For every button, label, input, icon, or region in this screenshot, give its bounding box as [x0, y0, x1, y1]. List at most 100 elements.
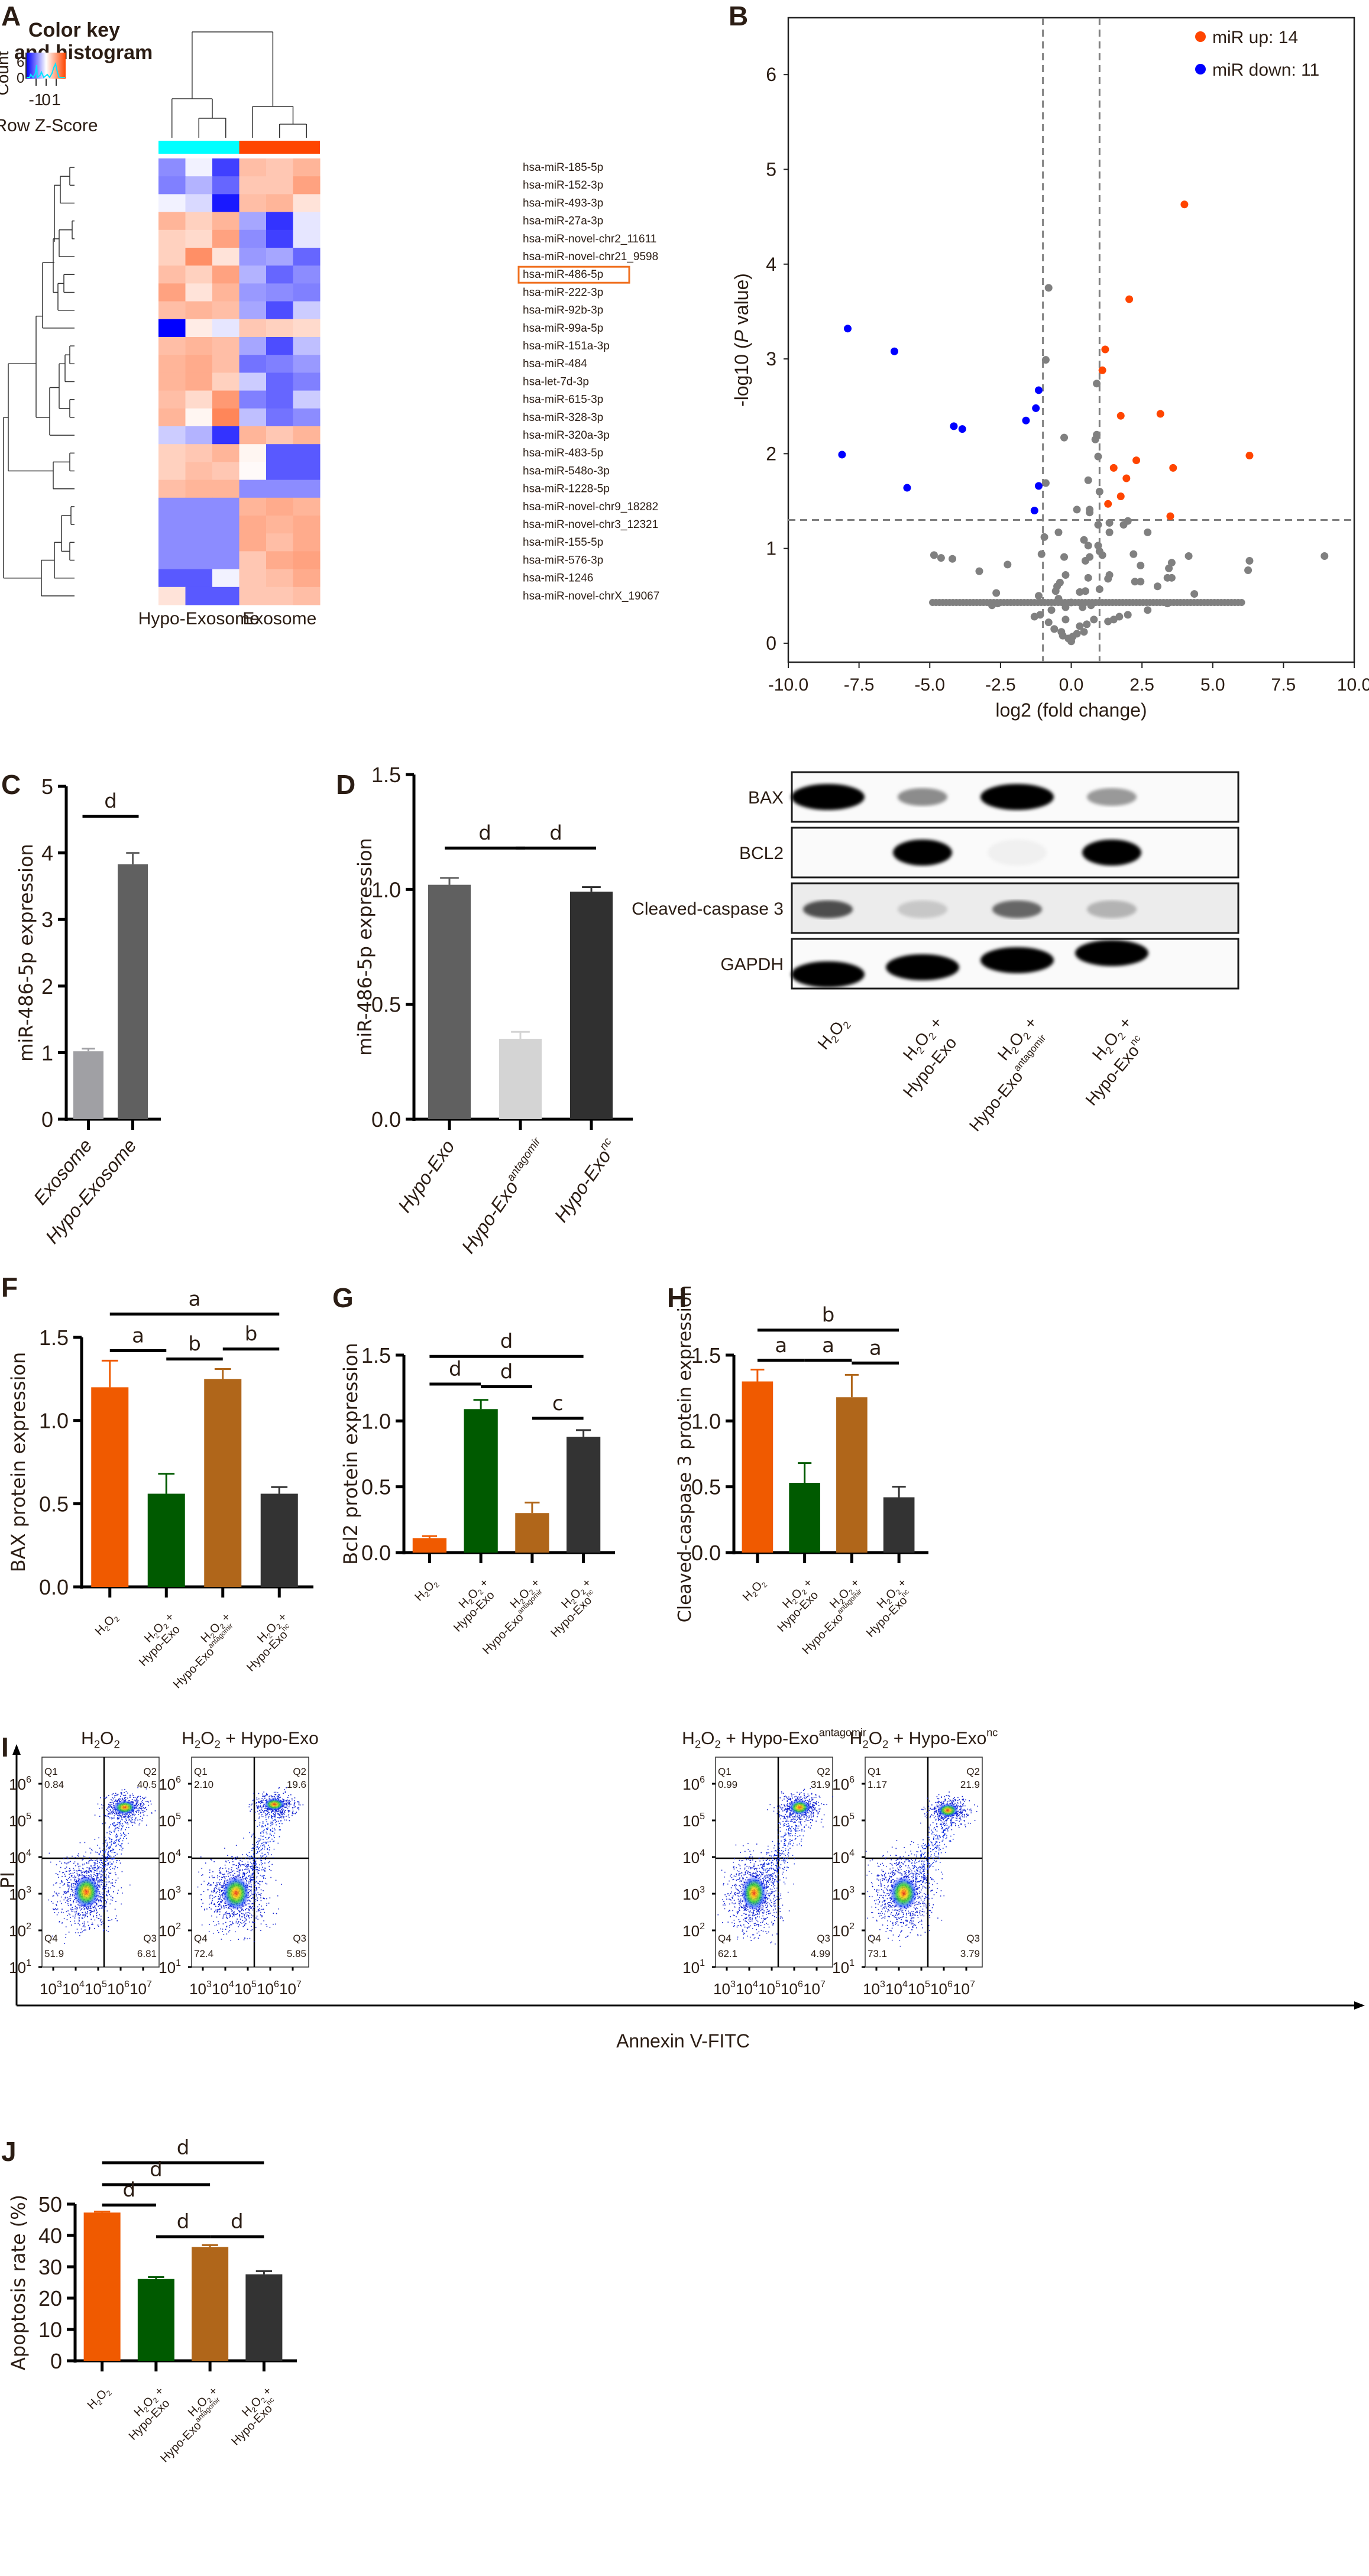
- flow-event: [232, 1861, 234, 1862]
- flow-event: [741, 1860, 742, 1862]
- flow-density-core: [222, 1876, 250, 1910]
- flow-event: [744, 1867, 746, 1869]
- flow-event: [263, 1869, 264, 1871]
- flow-event: [748, 1910, 750, 1912]
- flow-event: [79, 1869, 80, 1871]
- flow-event: [140, 1816, 141, 1817]
- flow-event: [99, 1900, 101, 1901]
- flow-event: [247, 1938, 248, 1940]
- data-point-up: [1116, 411, 1125, 420]
- flow-event: [268, 1812, 270, 1813]
- flow-event: [292, 1812, 293, 1813]
- flow-event: [79, 1924, 80, 1926]
- flow-event: [765, 1918, 767, 1919]
- flow-event: [253, 1859, 254, 1861]
- flow-event: [741, 1872, 743, 1873]
- flow-event: [85, 1869, 87, 1871]
- flow-event: [121, 1800, 122, 1801]
- data-point-ns: [1061, 615, 1070, 624]
- flow-event: [61, 1880, 63, 1881]
- heatmap-cell: [293, 212, 321, 231]
- flow-event: [70, 1917, 72, 1919]
- flow-event: [108, 1881, 109, 1883]
- flow-event: [253, 1897, 254, 1899]
- flow-event: [255, 1881, 257, 1882]
- flow-event: [270, 1877, 271, 1878]
- flow-event: [772, 1923, 774, 1924]
- flow-event: [124, 1833, 125, 1835]
- heatmap-cell: [185, 533, 213, 552]
- quadrant-value: 19.6: [287, 1779, 306, 1790]
- flow-event: [732, 1902, 733, 1904]
- flow-event: [65, 1937, 66, 1938]
- flow-event: [748, 1926, 750, 1927]
- flow-event: [221, 1901, 222, 1903]
- flow-event: [276, 1824, 277, 1826]
- flow-event: [734, 1893, 736, 1894]
- flow-event: [70, 1908, 72, 1910]
- flow-event: [147, 1800, 148, 1802]
- flow-event: [246, 1916, 248, 1917]
- flow-event: [214, 1889, 215, 1890]
- flow-event: [113, 1804, 114, 1806]
- flow-event: [277, 1842, 279, 1844]
- flow-event: [119, 1860, 120, 1861]
- flow-event: [266, 1819, 267, 1820]
- flow-event: [113, 1817, 115, 1819]
- flow-event: [282, 1808, 283, 1810]
- flow-event: [259, 1910, 261, 1911]
- flow-event: [766, 1884, 767, 1885]
- flow-event: [273, 1815, 275, 1817]
- flow-event: [116, 1836, 118, 1838]
- flow-event: [773, 1923, 775, 1924]
- flow-event: [744, 1864, 746, 1866]
- bar: [260, 1493, 298, 1587]
- flow-event: [261, 1881, 263, 1882]
- flow-event: [735, 1894, 736, 1895]
- flow-event: [82, 1912, 83, 1913]
- data-point-ns: [1061, 571, 1070, 579]
- heatmap-cell: [293, 229, 321, 248]
- flow-event: [92, 1868, 94, 1869]
- flow-event: [93, 1874, 95, 1875]
- flow-event: [53, 1908, 54, 1910]
- flow-event: [272, 1827, 274, 1829]
- flow-event: [774, 1906, 775, 1907]
- flow-event: [264, 1810, 266, 1812]
- flow-event: [261, 1860, 263, 1861]
- flow-event: [736, 1873, 737, 1875]
- flow-event: [262, 1796, 264, 1797]
- flow-event: [744, 1933, 746, 1935]
- flow-event: [249, 1900, 250, 1901]
- flow-event: [64, 1868, 66, 1869]
- flow-event: [110, 1799, 112, 1800]
- flow-event: [146, 1825, 147, 1826]
- heatmap-cell: [212, 462, 240, 481]
- flow-event: [202, 1874, 203, 1875]
- flow-event: [118, 1813, 119, 1814]
- flow-event: [56, 1909, 57, 1910]
- flow-event: [247, 1903, 249, 1904]
- flow-event: [89, 1907, 91, 1909]
- flow-event: [67, 1910, 69, 1911]
- flow-event: [745, 1909, 746, 1911]
- heatmap-cell: [212, 516, 240, 534]
- flow-event: [737, 1911, 739, 1913]
- flow-event: [98, 1906, 99, 1907]
- flow-event: [245, 1868, 247, 1870]
- heatmap-cell: [185, 212, 213, 231]
- heatmap-cell: [158, 587, 186, 605]
- flow-event: [212, 1898, 213, 1900]
- flow-event: [84, 1908, 86, 1910]
- flow-event: [82, 1864, 83, 1865]
- data-point-ns: [1050, 625, 1059, 633]
- flow-event: [134, 1799, 135, 1801]
- flow-event: [746, 1930, 747, 1932]
- flow-event: [257, 1806, 258, 1808]
- flow-event: [226, 1915, 228, 1917]
- flow-event: [55, 1882, 57, 1884]
- flow-event: [105, 1877, 106, 1878]
- flow-event: [733, 1903, 735, 1904]
- flow-event: [738, 1874, 740, 1875]
- flow-event: [107, 1807, 109, 1809]
